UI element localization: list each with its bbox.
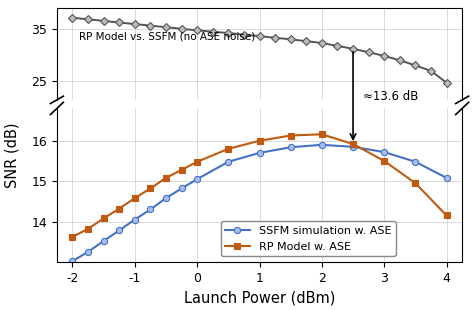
SSFM simulation w. ASE: [382, 150, 387, 154]
SSFM simulation w. ASE: [85, 250, 91, 254]
SSFM simulation w. ASE: [101, 239, 107, 243]
Legend: SSFM simulation w. ASE, RP Model w. ASE: SSFM simulation w. ASE, RP Model w. ASE: [221, 221, 395, 256]
SSFM simulation w. ASE: [179, 187, 184, 190]
SSFM simulation w. ASE: [256, 151, 262, 155]
SSFM simulation w. ASE: [412, 160, 418, 164]
Text: RP Model vs. SSFM (no ASE noise): RP Model vs. SSFM (no ASE noise): [79, 32, 255, 42]
RP Model w. ASE: [179, 168, 184, 172]
Line: RP Model w. ASE: RP Model w. ASE: [69, 131, 450, 240]
SSFM simulation w. ASE: [350, 145, 356, 149]
RP Model w. ASE: [85, 227, 91, 231]
SSFM simulation w. ASE: [147, 208, 153, 211]
SSFM simulation w. ASE: [117, 228, 122, 232]
RP Model w. ASE: [288, 134, 293, 137]
SSFM simulation w. ASE: [319, 143, 325, 147]
RP Model w. ASE: [163, 176, 169, 180]
RP Model w. ASE: [70, 235, 75, 239]
SSFM simulation w. ASE: [288, 145, 293, 149]
SSFM simulation w. ASE: [70, 259, 75, 263]
SSFM simulation w. ASE: [226, 160, 231, 164]
RP Model w. ASE: [101, 216, 107, 220]
RP Model w. ASE: [412, 181, 418, 185]
SSFM simulation w. ASE: [163, 196, 169, 200]
RP Model w. ASE: [256, 139, 262, 143]
RP Model w. ASE: [147, 187, 153, 190]
SSFM simulation w. ASE: [444, 176, 449, 180]
RP Model w. ASE: [350, 142, 356, 146]
RP Model w. ASE: [444, 214, 449, 217]
RP Model w. ASE: [226, 147, 231, 151]
RP Model w. ASE: [194, 160, 200, 164]
RP Model w. ASE: [319, 132, 325, 136]
Line: SSFM simulation w. ASE: SSFM simulation w. ASE: [69, 142, 450, 264]
SSFM simulation w. ASE: [194, 177, 200, 181]
X-axis label: Launch Power (dBm): Launch Power (dBm): [184, 290, 335, 305]
Text: SNR (dB): SNR (dB): [4, 122, 19, 188]
SSFM simulation w. ASE: [132, 218, 137, 221]
RP Model w. ASE: [117, 207, 122, 210]
Text: ≈13.6 dB: ≈13.6 dB: [363, 90, 418, 103]
RP Model w. ASE: [132, 196, 137, 200]
RP Model w. ASE: [382, 159, 387, 163]
